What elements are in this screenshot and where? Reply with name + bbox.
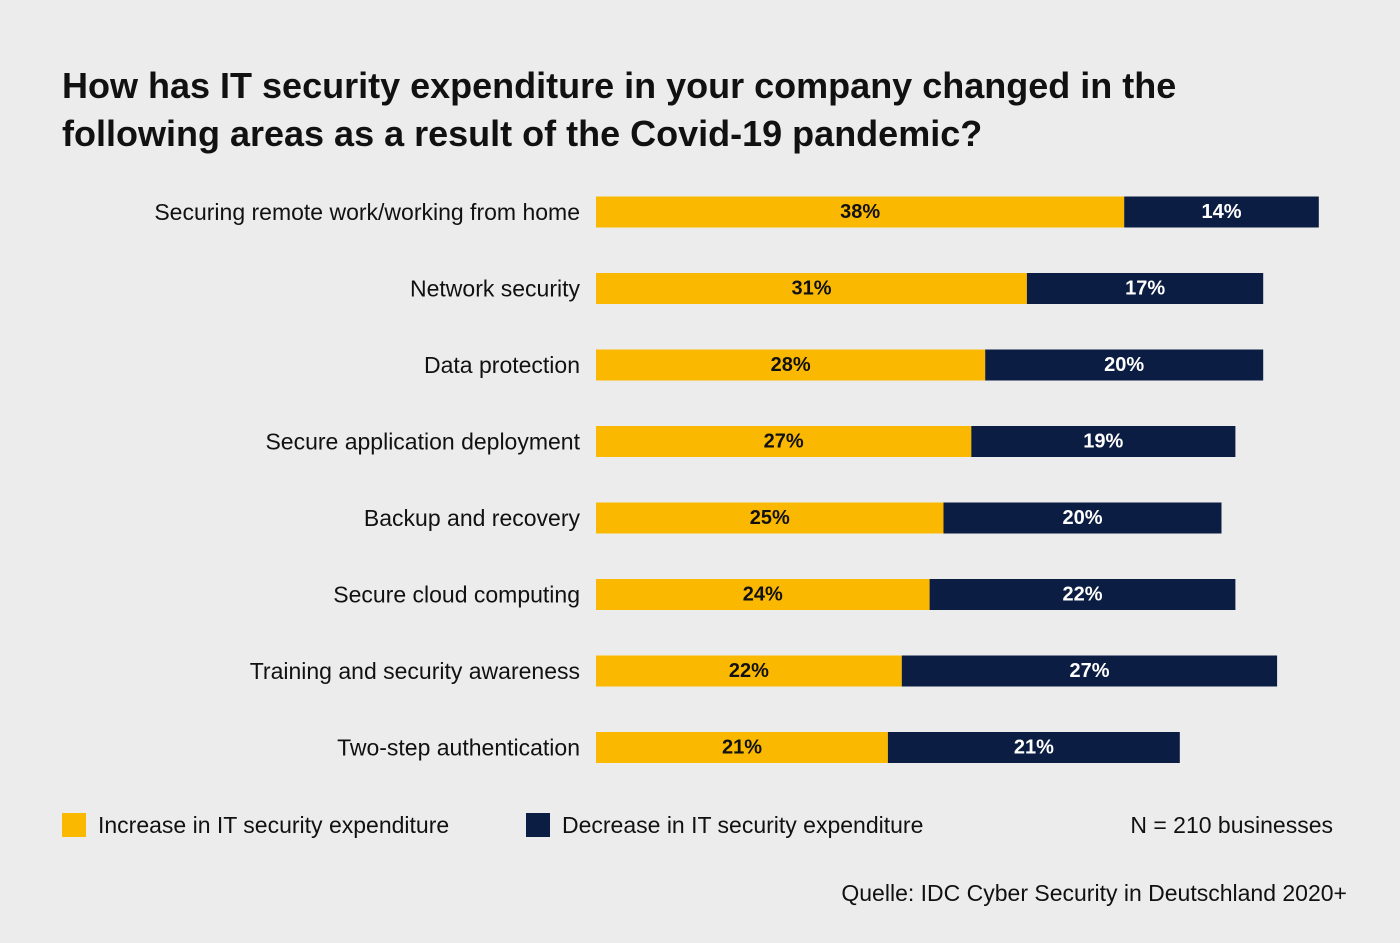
bar-decrease-training-and-security-awareness <box>901 655 1278 687</box>
value-label-decrease-secure-application-deployment: 19% <box>1083 431 1123 453</box>
stacked-bar-chart: Securing remote work/working from home 38… <box>154 196 1319 763</box>
category-label-data-protection: Data protection <box>424 352 580 378</box>
chart-title-line-1: How has IT security expenditure in your … <box>62 65 1177 106</box>
sample-size-note: N = 210 businesses <box>1130 812 1333 838</box>
value-label-increase-securing-remote-work-working-from-home: 38% <box>840 201 880 223</box>
bar-increase-network-security <box>596 273 1027 304</box>
value-label-increase-two-step-authentication: 21% <box>722 737 762 759</box>
value-label-decrease-network-security: 17% <box>1125 278 1165 300</box>
category-label-training-and-security-awareness: Training and security awareness <box>250 658 580 684</box>
value-label-decrease-training-and-security-awareness: 27% <box>1069 660 1109 682</box>
category-label-backup-and-recovery: Backup and recovery <box>364 505 581 531</box>
bar-increase-training-and-security-awareness <box>596 655 902 687</box>
value-label-increase-training-and-security-awareness: 22% <box>729 660 769 682</box>
legend-swatch-increase <box>62 813 86 837</box>
value-label-decrease-data-protection: 20% <box>1104 354 1144 376</box>
category-label-securing-remote-work-working-from-home: Securing remote work/working from home <box>154 199 580 225</box>
value-label-increase-backup-and-recovery: 25% <box>750 507 790 529</box>
value-label-increase-secure-cloud-computing: 24% <box>743 584 783 606</box>
value-label-increase-secure-application-deployment: 27% <box>764 431 804 453</box>
value-label-decrease-two-step-authentication: 21% <box>1014 737 1054 759</box>
value-label-decrease-backup-and-recovery: 20% <box>1062 507 1102 529</box>
bar-decrease-secure-application-deployment <box>971 426 1236 457</box>
bar-decrease-secure-cloud-computing <box>929 579 1236 610</box>
source-note: Quelle: IDC Cyber Security in Deutschlan… <box>841 880 1347 906</box>
chart-title: How has IT security expenditure in your … <box>62 62 1262 158</box>
bar-increase-data-protection <box>596 349 986 381</box>
category-label-two-step-authentication: Two-step authentication <box>337 735 580 761</box>
legend-item-increase: Increase in IT security expenditure <box>62 808 449 842</box>
bar-decrease-two-step-authentication <box>887 732 1180 763</box>
legend-label-increase: Increase in IT security expenditure <box>98 811 450 838</box>
value-label-decrease-secure-cloud-computing: 22% <box>1062 584 1102 606</box>
value-label-increase-network-security: 31% <box>791 278 831 300</box>
bar-decrease-securing-remote-work-working-from-home <box>1124 196 1319 228</box>
value-label-increase-data-protection: 28% <box>771 354 811 376</box>
bar-decrease-backup-and-recovery <box>943 502 1222 534</box>
category-label-network-security: Network security <box>410 276 580 302</box>
bar-decrease-data-protection <box>985 349 1264 381</box>
category-label-secure-cloud-computing: Secure cloud computing <box>333 582 580 608</box>
bar-increase-securing-remote-work-working-from-home <box>596 196 1125 228</box>
chart-title-line-2: following areas as a result of the Covid… <box>62 113 983 154</box>
bar-increase-two-step-authentication <box>596 732 888 763</box>
category-label-secure-application-deployment: Secure application deployment <box>265 429 580 455</box>
bar-decrease-network-security <box>1026 273 1264 304</box>
bar-increase-backup-and-recovery <box>596 502 944 534</box>
legend-label-decrease: Decrease in IT security expenditure <box>562 811 924 838</box>
legend-swatch-decrease <box>526 813 550 837</box>
bar-increase-secure-application-deployment <box>596 426 972 457</box>
legend-item-decrease: Decrease in IT security expenditure <box>526 808 923 842</box>
value-label-decrease-securing-remote-work-working-from-home: 14% <box>1201 201 1241 223</box>
bar-increase-secure-cloud-computing <box>596 579 930 610</box>
